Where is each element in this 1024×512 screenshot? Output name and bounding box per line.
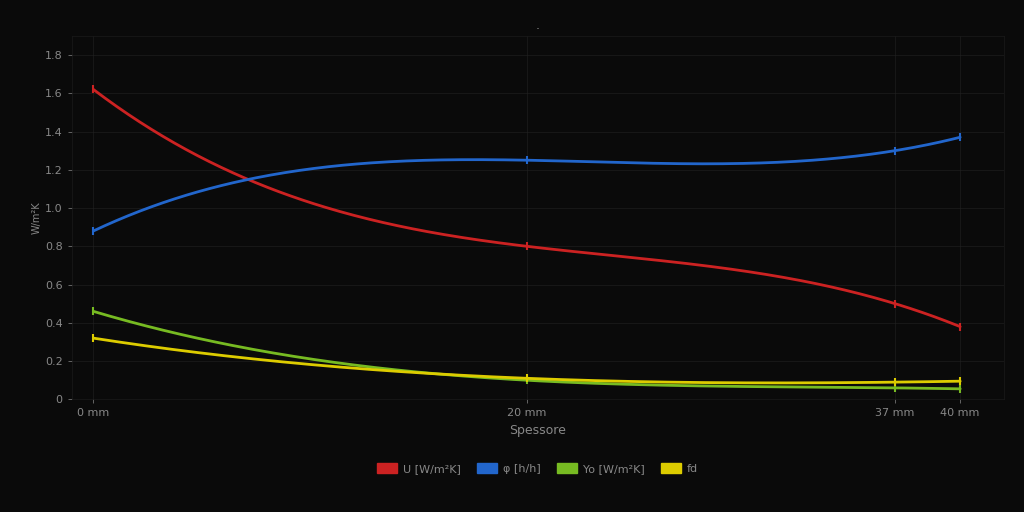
U [W/m²K] [600,252,612,258]
φ [h/h] [818,156,830,162]
φ [h/h] [872,150,885,156]
U [W/m²K] [617,253,630,260]
X-axis label: Spessore: Spessore [509,424,566,437]
fd [876,379,888,386]
fd [87,335,99,341]
Line: fd: fd [93,338,961,383]
U [W/m²K] [872,296,885,302]
fd [954,378,967,384]
φ [h/h] [90,226,102,232]
Title: .: . [536,19,540,32]
fd [617,378,630,385]
Line: φ [h/h]: φ [h/h] [93,137,961,231]
U [W/m²K] [87,87,99,93]
Yo [W/m²K] [603,381,615,387]
fd [90,335,102,342]
Legend: U [W/m²K], φ [h/h], Yo [W/m²K], fd: U [W/m²K], φ [h/h], Yo [W/m²K], fd [377,463,698,474]
Line: U [W/m²K]: U [W/m²K] [93,90,961,327]
Yo [W/m²K] [87,308,99,314]
Yo [W/m²K] [872,385,885,391]
Line: Yo [W/m²K]: Yo [W/m²K] [93,311,961,389]
U [W/m²K] [818,282,830,288]
fd [820,380,833,386]
φ [h/h] [603,159,615,165]
fd [600,378,612,384]
Yo [W/m²K] [90,309,102,315]
U [W/m²K] [90,89,102,95]
U [W/m²K] [603,252,615,258]
Yo [W/m²K] [954,386,967,392]
φ [h/h] [87,228,99,234]
Yo [W/m²K] [818,384,830,390]
Yo [W/m²K] [600,380,612,387]
φ [h/h] [600,159,612,165]
φ [h/h] [617,160,630,166]
fd [771,380,783,386]
φ [h/h] [954,134,967,140]
Y-axis label: W/m²K: W/m²K [32,201,42,234]
fd [603,378,615,384]
U [W/m²K] [954,324,967,330]
Yo [W/m²K] [617,381,630,387]
